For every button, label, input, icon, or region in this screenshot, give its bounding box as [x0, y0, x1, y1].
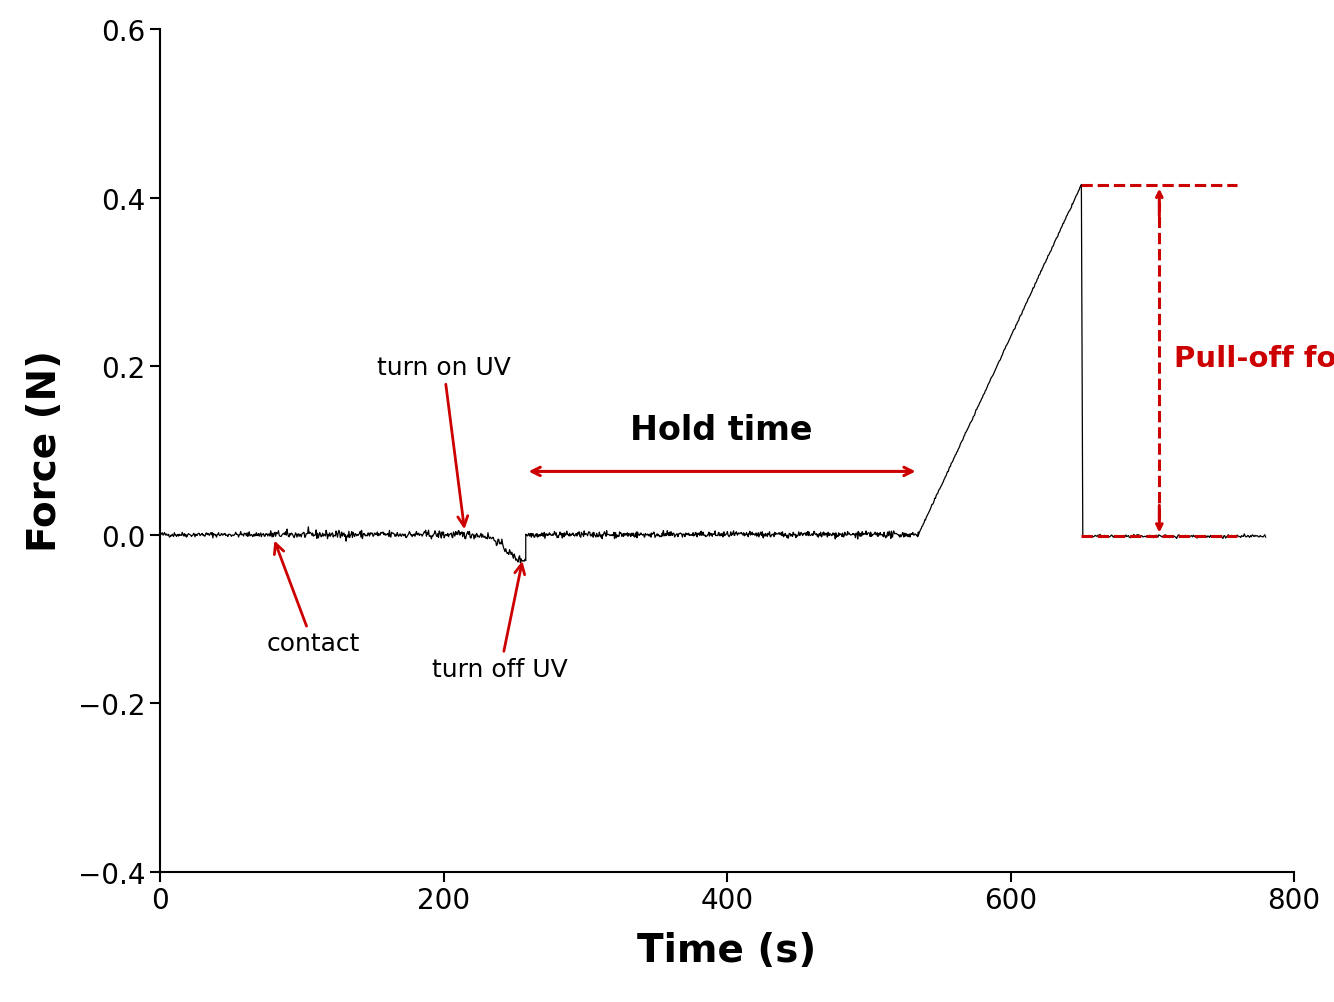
Text: turn on UV: turn on UV: [376, 356, 511, 527]
Text: contact: contact: [267, 544, 360, 656]
Text: Hold time: Hold time: [630, 414, 812, 447]
Text: turn off UV: turn off UV: [432, 564, 568, 681]
Y-axis label: Force (N): Force (N): [27, 350, 64, 552]
Text: Pull-off force: Pull-off force: [1174, 345, 1334, 373]
X-axis label: Time (s): Time (s): [638, 931, 816, 969]
